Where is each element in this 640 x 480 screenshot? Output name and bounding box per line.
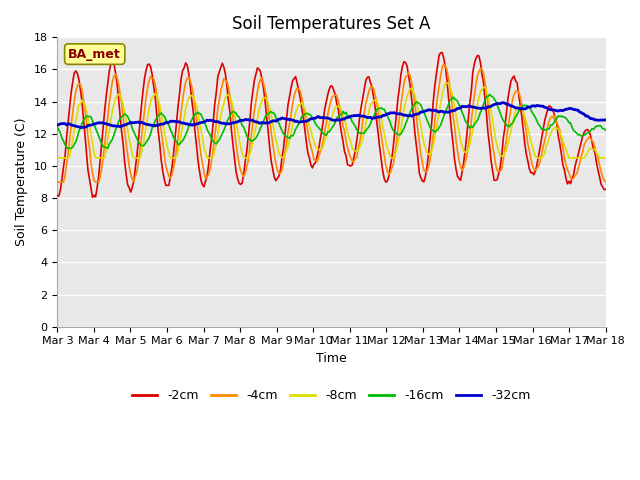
-8cm — [443, 80, 451, 86]
-32cm — [499, 100, 507, 106]
-8cm — [573, 155, 580, 161]
-16cm — [122, 112, 130, 118]
Legend: -2cm, -4cm, -8cm, -16cm, -32cm: -2cm, -4cm, -8cm, -16cm, -32cm — [127, 384, 536, 408]
-16cm — [602, 127, 609, 133]
Line: -32cm: -32cm — [58, 103, 605, 128]
-2cm — [237, 181, 244, 187]
-32cm — [78, 125, 86, 131]
-16cm — [246, 136, 253, 142]
-8cm — [54, 155, 61, 161]
-16cm — [237, 118, 244, 124]
-32cm — [246, 117, 253, 123]
-4cm — [236, 161, 243, 167]
-32cm — [54, 122, 61, 128]
-4cm — [121, 129, 129, 134]
-2cm — [438, 50, 446, 56]
Line: -4cm: -4cm — [58, 64, 605, 182]
Line: -2cm: -2cm — [58, 53, 605, 197]
-2cm — [218, 60, 226, 66]
X-axis label: Time: Time — [316, 352, 347, 365]
-8cm — [217, 112, 225, 118]
-16cm — [218, 131, 226, 136]
-2cm — [54, 193, 61, 199]
-4cm — [244, 158, 252, 164]
-2cm — [246, 118, 253, 124]
-4cm — [293, 85, 301, 91]
-4cm — [440, 61, 447, 67]
-4cm — [602, 179, 609, 185]
-8cm — [236, 136, 243, 142]
-2cm — [295, 87, 303, 93]
-4cm — [54, 179, 61, 185]
Line: -16cm: -16cm — [58, 95, 605, 149]
Y-axis label: Soil Temperature (C): Soil Temperature (C) — [15, 118, 28, 246]
-32cm — [237, 117, 244, 123]
Title: Soil Temperatures Set A: Soil Temperatures Set A — [232, 15, 431, 33]
-2cm — [602, 186, 609, 192]
-32cm — [218, 120, 226, 126]
-32cm — [602, 117, 609, 123]
Text: BA_met: BA_met — [68, 48, 121, 60]
-8cm — [244, 155, 252, 161]
Line: -8cm: -8cm — [58, 83, 605, 158]
-16cm — [295, 121, 303, 127]
-32cm — [574, 108, 582, 113]
-8cm — [602, 155, 609, 161]
-16cm — [486, 92, 493, 97]
-4cm — [573, 171, 580, 177]
-2cm — [89, 194, 97, 200]
-16cm — [574, 132, 582, 138]
-32cm — [122, 122, 130, 128]
-4cm — [217, 88, 225, 94]
-8cm — [293, 106, 301, 111]
-16cm — [64, 146, 72, 152]
-8cm — [121, 108, 129, 114]
-2cm — [122, 171, 130, 177]
-2cm — [574, 152, 582, 158]
-32cm — [295, 120, 303, 125]
-16cm — [54, 124, 61, 130]
